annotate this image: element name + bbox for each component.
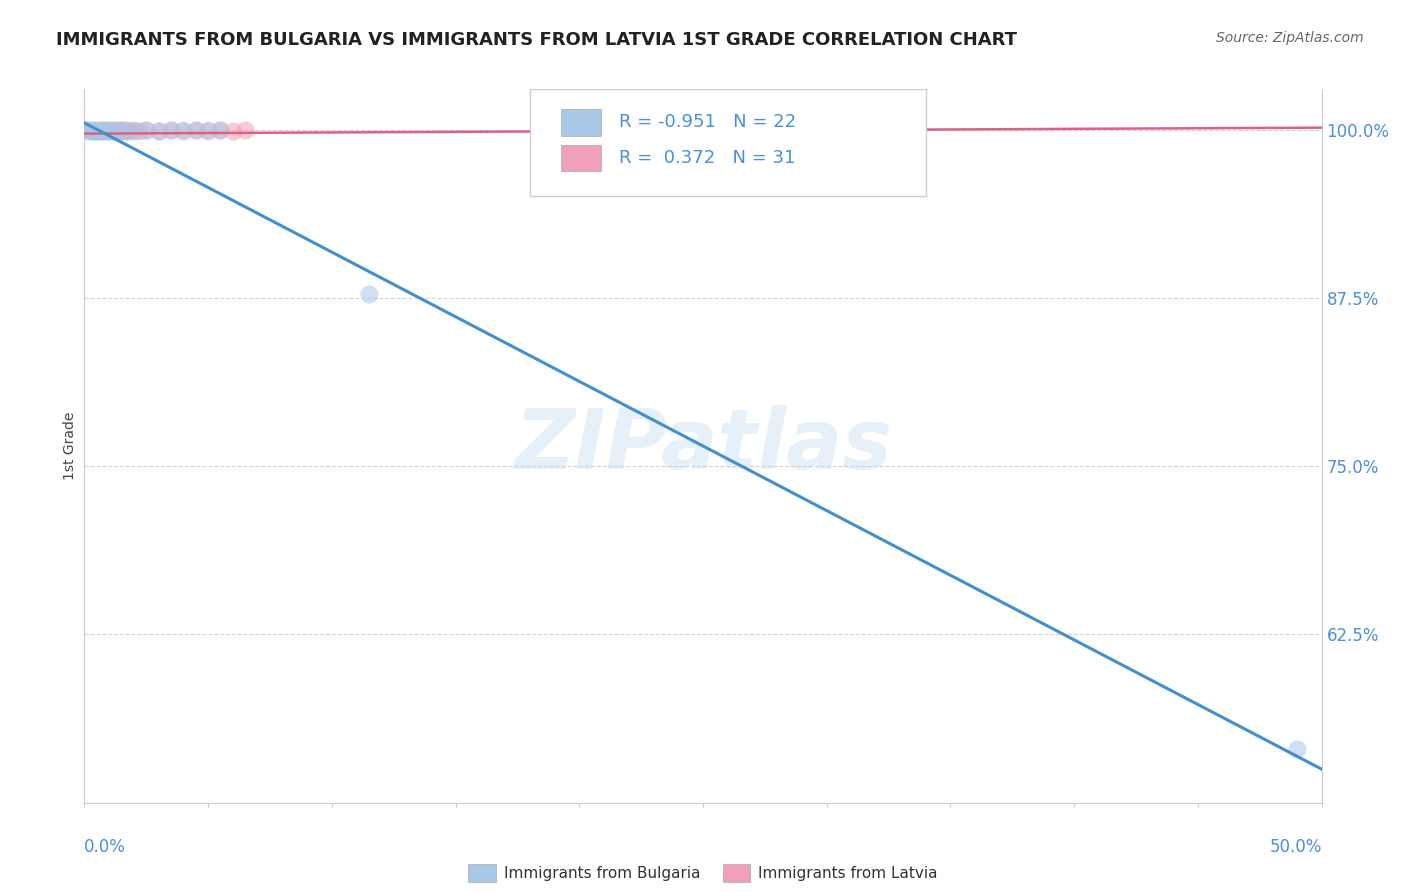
Text: ZIPatlas: ZIPatlas (515, 406, 891, 486)
FancyBboxPatch shape (561, 145, 600, 171)
FancyBboxPatch shape (530, 89, 925, 196)
Text: R =  0.372   N = 31: R = 0.372 N = 31 (620, 149, 796, 167)
FancyBboxPatch shape (561, 109, 600, 136)
Text: 50.0%: 50.0% (1270, 838, 1322, 856)
Y-axis label: 1st Grade: 1st Grade (63, 412, 77, 480)
Text: 0.0%: 0.0% (84, 838, 127, 856)
Text: Source: ZipAtlas.com: Source: ZipAtlas.com (1216, 31, 1364, 45)
Text: R = -0.951   N = 22: R = -0.951 N = 22 (620, 113, 797, 131)
Text: IMMIGRANTS FROM BULGARIA VS IMMIGRANTS FROM LATVIA 1ST GRADE CORRELATION CHART: IMMIGRANTS FROM BULGARIA VS IMMIGRANTS F… (56, 31, 1017, 49)
Legend: Immigrants from Bulgaria, Immigrants from Latvia: Immigrants from Bulgaria, Immigrants fro… (463, 858, 943, 888)
